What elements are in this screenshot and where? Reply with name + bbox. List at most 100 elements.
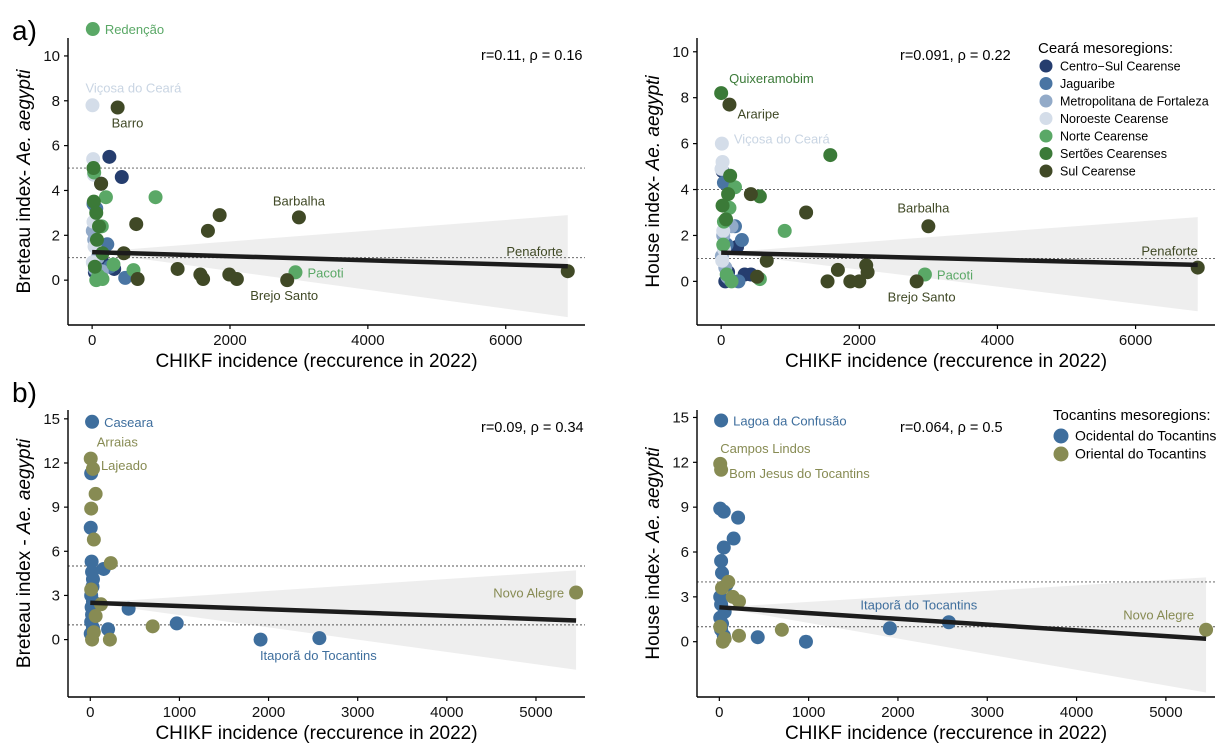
data-point (85, 22, 100, 37)
x-tick-label: 0 (88, 332, 96, 349)
data-point (734, 233, 749, 248)
point-label: Brejo Santo (250, 288, 318, 303)
data-point (145, 619, 160, 634)
y-tick-label: 0 (681, 273, 689, 290)
point-label: Pacoti (307, 265, 343, 280)
x-tick-label: 4000 (351, 332, 384, 349)
legend-item-label: Centro−Sul Cearense (1060, 60, 1181, 74)
data-point (130, 272, 145, 287)
data-point (86, 532, 101, 547)
y-axis-title-text: House index- (643, 542, 664, 659)
legend-swatch (1053, 428, 1069, 444)
legend-item-label: Noroeste Cearense (1060, 112, 1168, 126)
data-point (114, 170, 129, 185)
point-label: Penaforte (506, 244, 562, 259)
point-label: Lajeado (101, 458, 147, 473)
data-point (89, 232, 104, 247)
data-point (820, 274, 835, 289)
legend-swatch (1039, 147, 1053, 160)
y-tick-label: 2 (681, 227, 689, 244)
y-tick-label: 15 (43, 411, 60, 428)
point-label: Caseara (104, 415, 154, 430)
data-point (909, 274, 924, 289)
data-point (714, 553, 729, 568)
data-point (92, 219, 107, 234)
data-point (774, 622, 789, 637)
data-point (229, 272, 244, 287)
regression-line (90, 600, 577, 623)
data-point (743, 187, 758, 202)
data-point (85, 461, 100, 476)
data-point (714, 462, 729, 477)
plot-tocantins-breteau: 0 3 6 9 12 15 0 1000 2000 3000 4000 5000 CHIKF incid… (14, 410, 585, 744)
data-point (1199, 622, 1214, 637)
y-tick-label: 2 (52, 227, 60, 244)
data-point (731, 594, 746, 609)
x-tick-label: 6000 (1119, 332, 1152, 349)
x-axis-title: CHIKF incidence (reccurence in 2022) (155, 723, 477, 744)
data-point (798, 634, 813, 649)
legend-swatch (1039, 94, 1053, 108)
legend-tocantins: Tocantins mesoregions: Ocidental do Toca… (1053, 407, 1216, 462)
legend-item-label: Ocidental do Tocantins (1075, 428, 1216, 444)
data-point (882, 621, 897, 636)
x-tick-label: 2000 (252, 704, 285, 721)
panel-label-b: b) (12, 377, 37, 408)
legend-swatch (1039, 129, 1053, 143)
x-tick-label: 5000 (519, 704, 552, 721)
data-point (715, 253, 730, 268)
y-tick-label: 4 (681, 182, 689, 199)
x-tick-label: 0 (715, 704, 723, 721)
data-point (852, 274, 867, 289)
correlation-annotation: r=0.064, ρ = 0.5 (900, 420, 1003, 436)
legend-item-label: Oriental do Tocantins (1075, 446, 1206, 462)
y-tick-label: 3 (52, 587, 60, 604)
legend-swatch (1053, 446, 1069, 462)
data-point (110, 100, 125, 115)
plot-ceara-house: 0 2 4 6 8 10 0 2000 4000 6000 CHIKF incidence (rec… (643, 38, 1215, 372)
y-axis-title-text: Breteau index- (14, 165, 35, 294)
data-point (101, 622, 116, 637)
data-point (253, 632, 268, 647)
data-point (830, 262, 845, 277)
plot-tocantins-house: 0 3 6 9 12 15 0 1000 2000 3000 4000 5000 CHIKF incid… (643, 409, 1215, 744)
correlation-annotation: r=0.09, ρ = 0.34 (481, 420, 584, 436)
x-tick-label: 0 (717, 332, 725, 349)
point-label: Itaporã do Tocantins (260, 648, 377, 663)
data-point (715, 198, 730, 213)
data-point (88, 609, 103, 624)
legend-item-label: Sertões Cearenses (1060, 147, 1167, 161)
data-point (280, 273, 295, 288)
data-point (84, 501, 99, 516)
point-label: Lagoa da Confusão (733, 413, 846, 428)
data-point (921, 219, 936, 234)
data-point (716, 540, 731, 555)
data-point (196, 272, 211, 287)
y-tick-label: 8 (681, 90, 689, 107)
y-tick-label: 8 (52, 93, 60, 110)
x-axis-title: CHIKF incidence (reccurence in 2022) (785, 723, 1107, 744)
x-tick-label: 2000 (213, 332, 246, 349)
y-axis-title-species: Ae. aegypti (643, 447, 664, 544)
confidence-band (721, 217, 1198, 312)
confidence-band (92, 215, 568, 318)
data-point (731, 628, 746, 643)
data-point (721, 574, 736, 589)
y-tick-label: 6 (52, 543, 60, 560)
x-tick-label: 1000 (792, 704, 825, 721)
data-point (717, 631, 732, 646)
point-label: Barro (112, 116, 144, 131)
point-label: Campos Lindos (720, 441, 811, 456)
data-point (713, 619, 728, 634)
y-axis-title: Breteau index- Ae. aegypti (14, 69, 35, 294)
data-point (860, 265, 875, 280)
data-point (721, 187, 736, 202)
y-tick-label: 10 (672, 44, 689, 61)
point-label: Viçosa do Ceará (85, 80, 182, 95)
data-point (85, 414, 100, 429)
data-point (722, 97, 737, 112)
y-tick-label: 12 (43, 455, 60, 472)
data-point (95, 272, 110, 287)
data-point (777, 223, 792, 238)
